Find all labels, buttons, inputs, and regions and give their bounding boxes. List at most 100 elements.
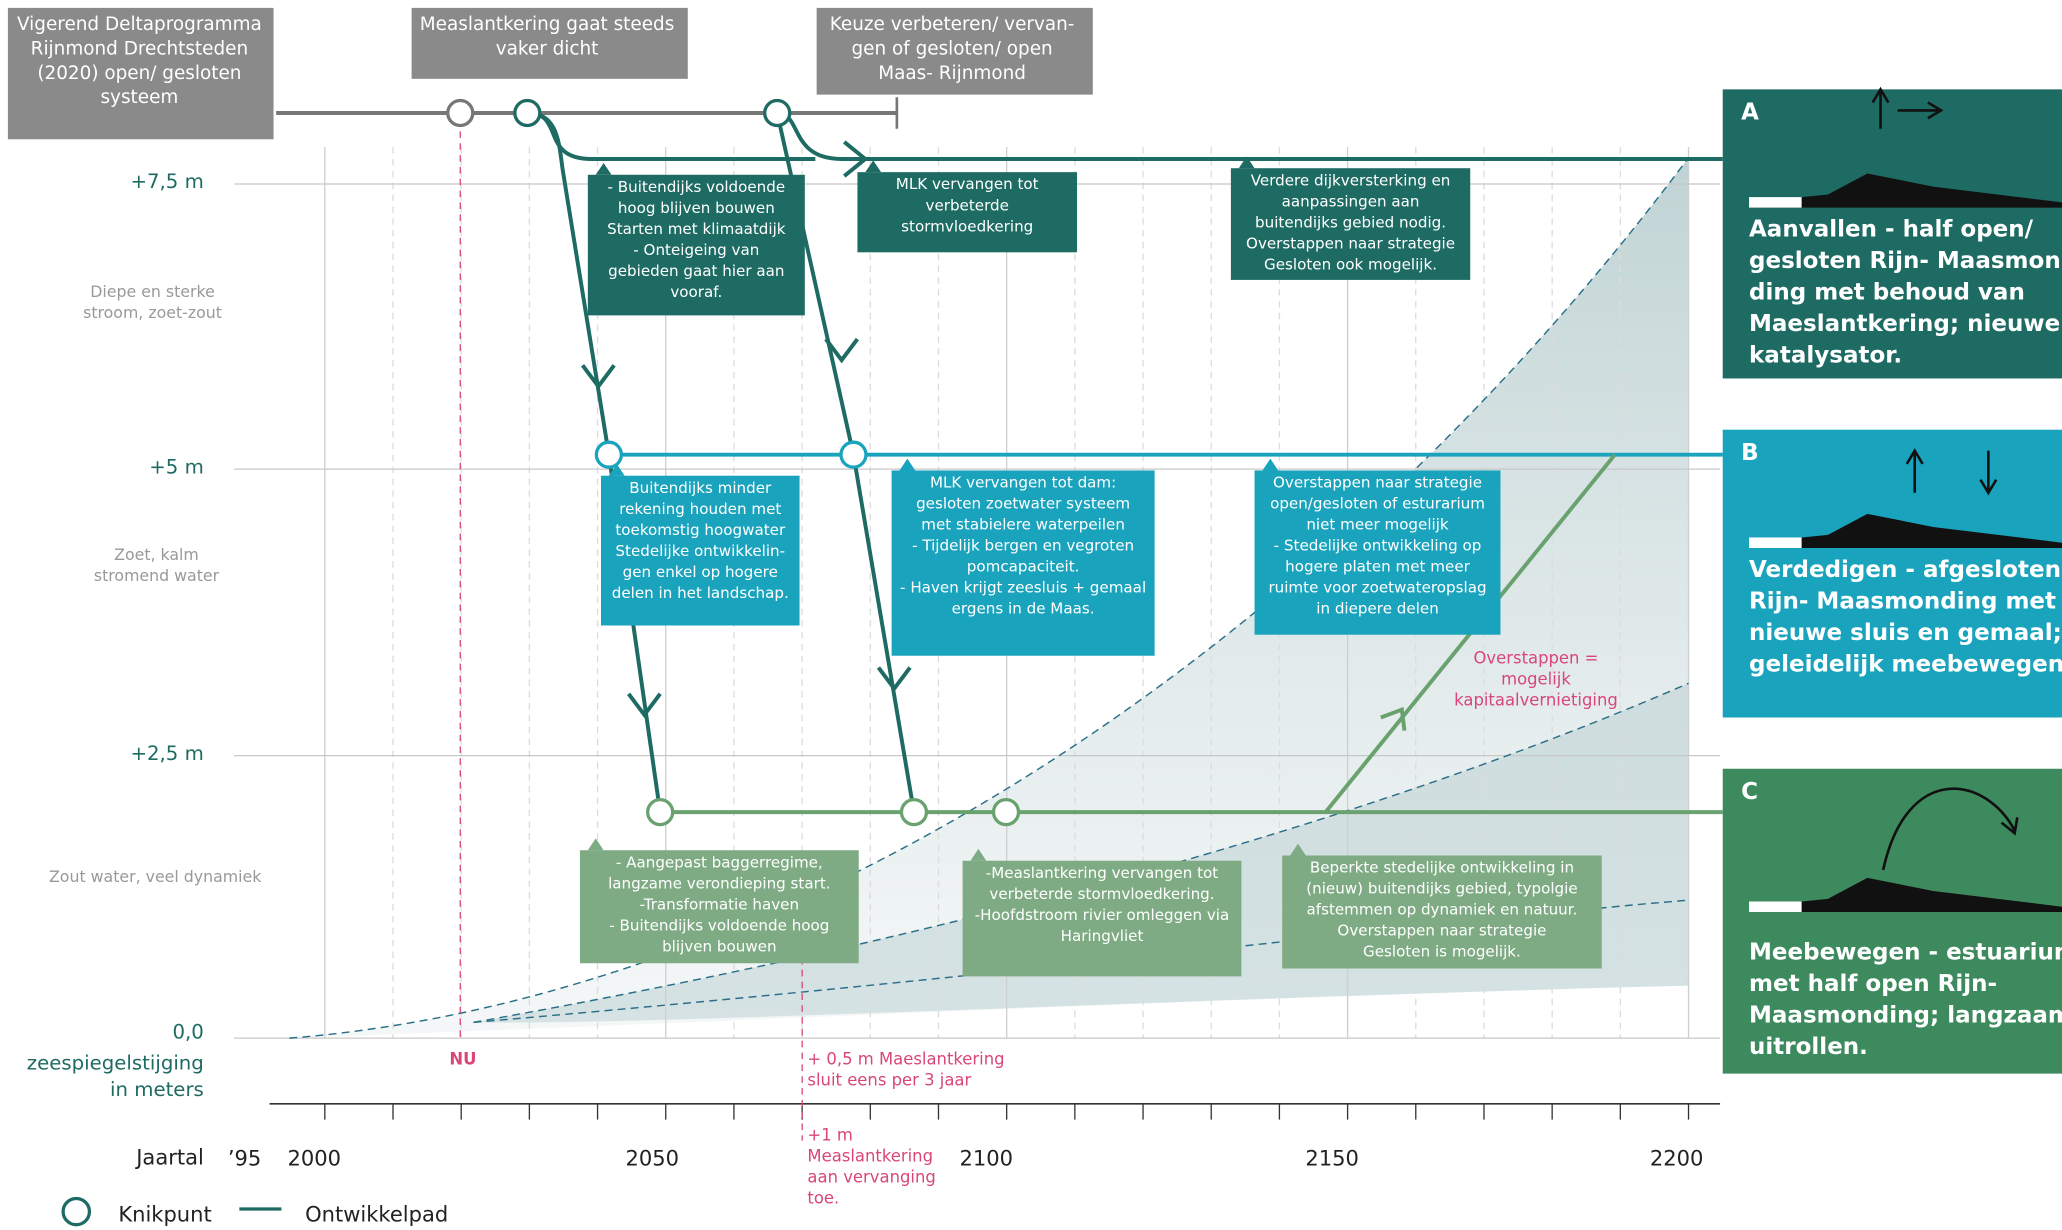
note-text: - Buitendijks voldoende <box>607 178 785 196</box>
note-text: toekomstig hoogwater <box>615 521 786 539</box>
top-box-text: (2020) open/ gesloten <box>37 63 241 84</box>
legend-label: Knikpunt <box>118 1202 211 1227</box>
zone-label: Zoet, kalm <box>114 545 199 564</box>
strategy-letter: A <box>1741 100 1759 126</box>
strategy-text: Maeslantkering; nieuwe <box>1749 311 2060 337</box>
one-meter-label: Measlantkering <box>807 1147 933 1166</box>
note-text: open/gesloten of esturarium <box>1270 495 1485 513</box>
strategy-text: Aanvallen - half open/ <box>1749 217 2034 243</box>
note-text: gen enkel op hogere <box>623 563 778 581</box>
path-arrow <box>878 668 910 689</box>
note-text: Stedelijke ontwikkelin- <box>615 542 785 560</box>
y-label: +5 m <box>149 455 204 478</box>
top-box-text: Maas- Rijnmond <box>878 63 1026 84</box>
note-text: afstemmen op dynamiek en natuur. <box>1307 901 1578 919</box>
strategy-text: Meebewegen - estuarium <box>1749 939 2062 965</box>
knikpunt <box>448 101 473 126</box>
note-text: aanpassingen aan <box>1282 192 1420 210</box>
top-box-text: gen of gesloten/ open <box>851 39 1052 60</box>
one-meter-label: toe. <box>807 1189 839 1208</box>
strategy-text: nieuwe sluis en gemaal; <box>1749 620 2062 646</box>
strategy-text: gesloten Rijn- Maasmon- <box>1749 248 2062 274</box>
note-text: - Aangepast baggerregime, <box>616 853 823 871</box>
one-meter-label: +1 m <box>807 1126 852 1145</box>
strategy-text: Verdedigen - afgesloten <box>1749 557 2061 583</box>
strategy-text: ding met behoud van <box>1749 280 2025 306</box>
note-text: gesloten zoetwater systeem <box>916 495 1130 513</box>
path-attack <box>777 113 1723 159</box>
warning-text: kapitaalvernietiging <box>1454 691 1618 710</box>
strategy-text: uitrollen. <box>1749 1034 1868 1060</box>
note-text: in diepere delen <box>1316 600 1439 618</box>
top-box-text: Keuze verbeteren/ vervan- <box>830 14 1075 35</box>
y-label: +7,5 m <box>130 170 203 193</box>
note-text: hoog blijven bouwen <box>618 199 775 217</box>
zone-label: stromend water <box>94 566 220 585</box>
warning-text: Overstappen = <box>1474 649 1599 668</box>
one-meter-label: aan vervanging <box>807 1168 935 1187</box>
top-box-text: vaker dicht <box>496 39 599 60</box>
now-label: NU <box>449 1049 476 1068</box>
strategy-text: met half open Rijn- <box>1749 971 1997 997</box>
legend-knikpunt <box>63 1198 89 1224</box>
note-text: -Measlantkering vervangen tot <box>986 864 1219 882</box>
note-text: -Transformatie haven <box>640 895 799 913</box>
note-text: Overstappen naar strategie <box>1337 922 1546 940</box>
strategy-water <box>1749 197 1802 208</box>
x-label: 2000 <box>288 1146 342 1171</box>
note-text: gebieden gaat hier aan <box>608 262 784 280</box>
note-text: verbeterde stormvloedkering. <box>989 885 1214 903</box>
x-axis-title: Jaartal <box>134 1144 204 1169</box>
note-text: (nieuw) buitendijks gebied, typolgie <box>1306 880 1577 898</box>
note-text: verbeterde <box>926 196 1009 214</box>
note-text: rekening houden met <box>619 500 781 518</box>
note-text: - Haven krijgt zeesluis + gemaal <box>900 579 1146 597</box>
knikpunt <box>841 442 866 467</box>
note-text: vooraf. <box>670 283 722 301</box>
top-box-text: systeem <box>100 87 178 108</box>
note-text: delen in het landschap. <box>612 584 789 602</box>
note-text: MLK vervangen tot <box>896 175 1039 193</box>
zone-label: stroom, zoet-zout <box>83 303 222 322</box>
legend-label: Ontwikkelpad <box>305 1202 448 1227</box>
note-pointer <box>899 459 915 471</box>
knikpunt <box>515 101 540 126</box>
note-text: blijven bouwen <box>662 937 776 955</box>
note-text: Gesloten ook mogelijk. <box>1264 255 1437 273</box>
note-text: buitendijks gebied nodig. <box>1255 213 1446 231</box>
warning-text: mogelijk <box>1501 670 1571 689</box>
zone-label: Zout water, veel dynamiek <box>49 867 262 886</box>
x-label: ’95 <box>228 1146 261 1171</box>
pathway-diagram: Vigerend DeltaprogrammaRijnmond Drechtst… <box>0 0 2062 1230</box>
note-text: Overstappen naar strategie <box>1246 234 1455 252</box>
y-axis-title: zeespiegelstijging <box>27 1052 204 1075</box>
knikpunt <box>648 800 673 825</box>
strategy-text: Rijn- Maasmonding met <box>1749 588 2056 614</box>
strategy-text: katalysator. <box>1749 343 1902 369</box>
note-pointer <box>1262 459 1278 471</box>
path-arrow <box>583 365 615 386</box>
note-text: ruimte voor zoetwateropslag <box>1268 579 1486 597</box>
note-text: ergens in de Maas. <box>952 600 1095 618</box>
note-text: niet meer mogelijk <box>1306 516 1449 534</box>
y-label: 0,0 <box>172 1020 203 1043</box>
note-text: MLK vervangen tot dam: <box>930 474 1116 492</box>
note-text: -Hoofdstroom rivier omleggen via <box>975 906 1230 924</box>
note-text: hogere platen met meer <box>1285 558 1470 576</box>
knikpunt <box>994 800 1019 825</box>
knikpunt <box>765 101 790 126</box>
note-text: Starten met klimaatdijk <box>607 220 786 238</box>
half-meter-label: sluit eens per 3 jaar <box>807 1070 971 1089</box>
note-pointer <box>865 160 881 172</box>
note-text: Overstappen naar strategie <box>1273 474 1482 492</box>
x-label: 2150 <box>1305 1146 1359 1171</box>
zone-label: Diepe en sterke <box>90 282 215 301</box>
strategy-water <box>1749 537 1802 548</box>
strategy-text: geleidelijk meebewegen. <box>1749 652 2062 678</box>
note-text: Buitendijks minder <box>629 479 772 497</box>
note-text: - Buitendijks voldoende hoog <box>609 916 829 934</box>
note-text: Verdere dijkversterking en <box>1251 171 1451 189</box>
y-label: +2,5 m <box>130 742 203 765</box>
note-text: pomcapaciteit. <box>967 558 1080 576</box>
x-label: 2050 <box>626 1146 680 1171</box>
